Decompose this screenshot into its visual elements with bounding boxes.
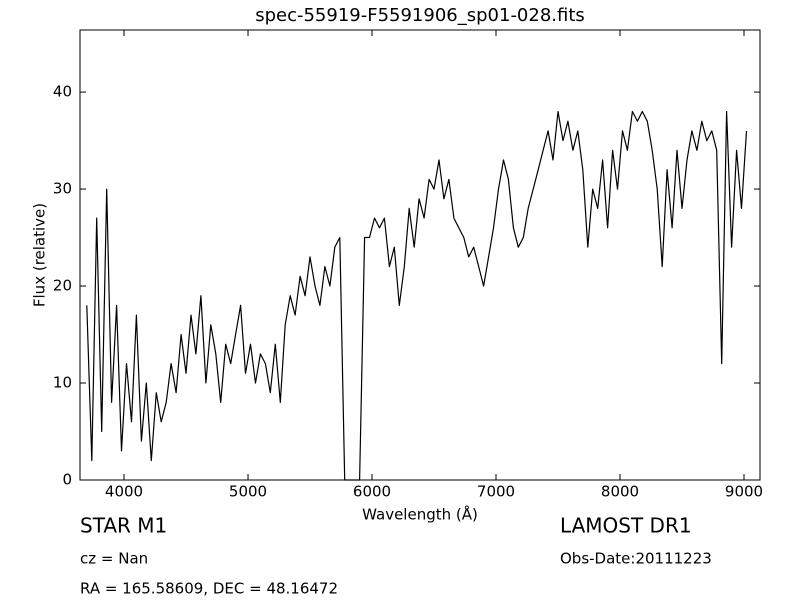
chart-title: spec-55919-F5591906_sp01-028.fits [255, 5, 585, 26]
cz-label: cz = Nan [80, 550, 148, 568]
x-axis-label: Wavelength (Å) [362, 505, 478, 524]
y-tick-label: 40 [53, 83, 72, 101]
y-axis-label: Flux (relative) [31, 203, 49, 307]
spectrum-line [86, 110, 748, 481]
y-tick-label: 0 [62, 471, 72, 489]
plot-frame [79, 29, 761, 481]
x-tick-label: 7000 [477, 483, 515, 501]
x-tick-label: 4000 [105, 483, 143, 501]
y-tick-label: 30 [53, 180, 72, 198]
x-tick-label: 5000 [229, 483, 267, 501]
x-tick-label: 8000 [601, 483, 639, 501]
x-tick-label: 6000 [353, 483, 391, 501]
y-tick-label: 10 [53, 374, 72, 392]
coords-label: RA = 165.58609, DEC = 48.16472 [80, 580, 338, 598]
survey-label: LAMOST DR1 [560, 514, 692, 538]
x-tick-label: 9000 [725, 483, 763, 501]
y-tick-label: 20 [53, 277, 72, 295]
obs-date-label: Obs-Date:20111223 [560, 550, 712, 568]
object-label: STAR M1 [80, 514, 167, 538]
